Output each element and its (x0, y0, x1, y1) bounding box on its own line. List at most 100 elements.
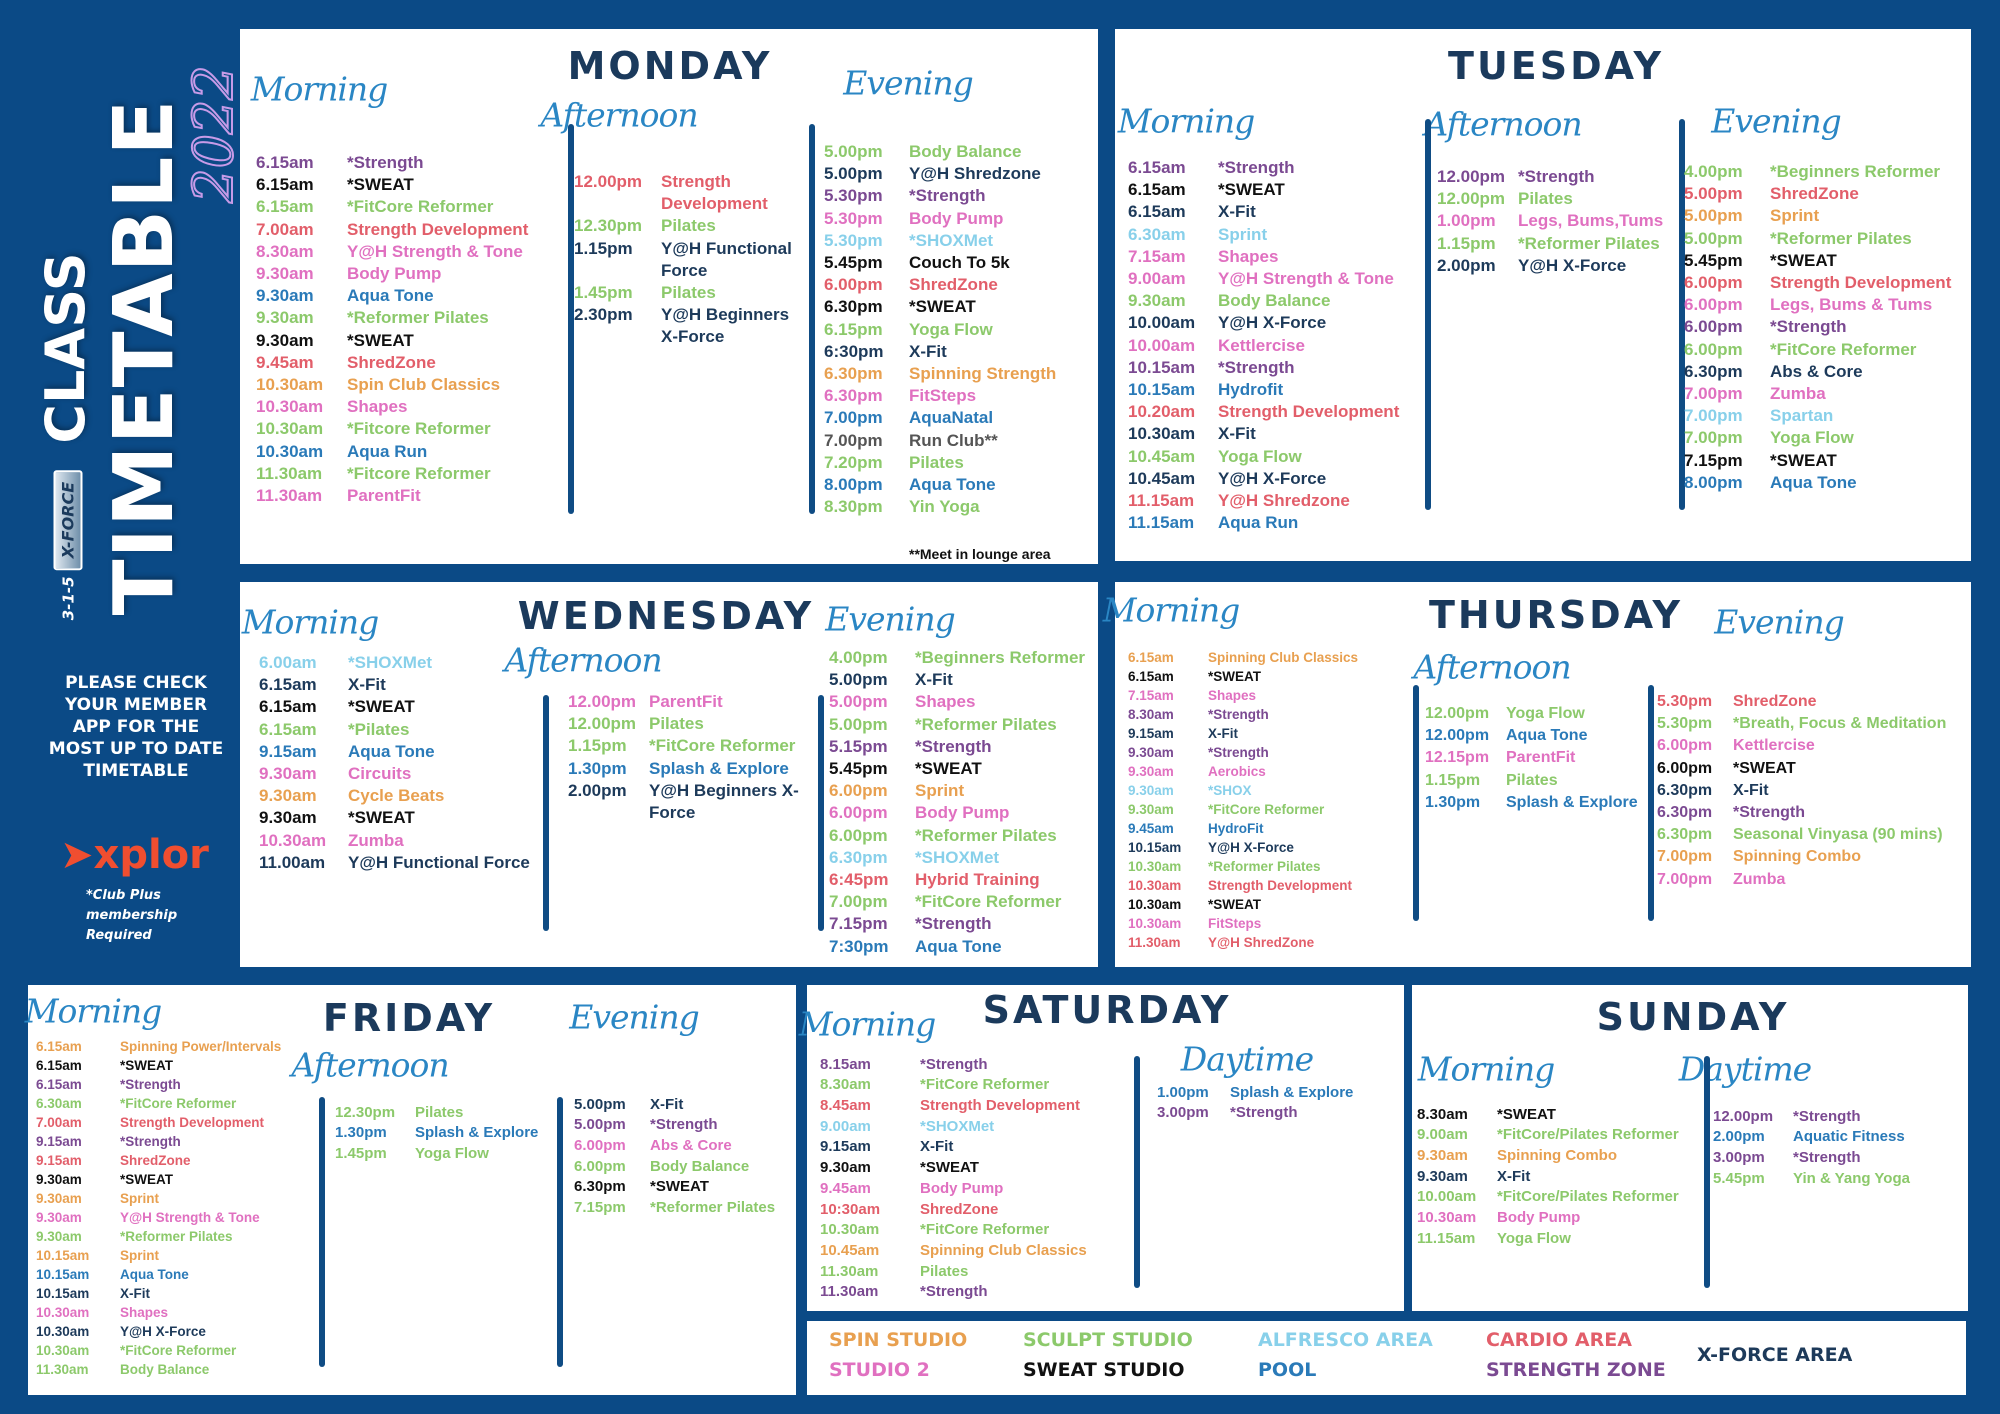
class-row[interactable]: 10.15am Aqua Tone (36, 1265, 320, 1284)
class-row[interactable]: 11.30am ParentFit (256, 485, 547, 507)
class-row[interactable]: 10.00am Kettlercise (1128, 335, 1423, 357)
class-row[interactable]: 1.15pm Pilates (1425, 770, 1656, 792)
class-row[interactable]: 7.00pm Spartan (1684, 405, 1975, 427)
class-row[interactable]: 8.00pm Aqua Tone (824, 474, 1109, 496)
class-row[interactable]: 6.15am *SWEAT (259, 696, 548, 718)
class-row[interactable]: 9.30am *Reformer Pilates (36, 1227, 320, 1246)
class-row[interactable]: 6.00am *SHOXMet (259, 652, 548, 674)
class-row[interactable]: 10.30am Body Pump (1417, 1208, 1707, 1229)
class-row[interactable]: 10.15am X-Fit (36, 1284, 320, 1303)
class-row[interactable]: 5.00pm *Reformer Pilates (829, 714, 1115, 736)
class-row[interactable]: 12.00pm *Strength (1437, 166, 1683, 188)
class-row[interactable]: 7.00pm *FitCore Reformer (829, 891, 1115, 913)
class-row[interactable]: 5.30pm *Breath, Focus & Meditation (1657, 713, 1973, 735)
class-row[interactable]: 6:45pm Hybrid Training (829, 869, 1115, 891)
class-row[interactable]: 7:30pm Aqua Tone (829, 936, 1115, 958)
class-row[interactable]: 7.15pm *Reformer Pilates (574, 1198, 820, 1219)
class-row[interactable]: 10.30am Shapes (256, 396, 547, 418)
class-row[interactable]: 9.30am *Reformer Pilates (256, 307, 547, 329)
class-row[interactable]: 10.00am *FitCore/Pilates Reformer (1417, 1187, 1707, 1208)
class-row[interactable]: 6.00pm Abs & Core (574, 1136, 820, 1157)
class-row[interactable]: 6.30am *FitCore Reformer (36, 1094, 320, 1113)
class-row[interactable]: 6.00pm *FitCore Reformer (1684, 339, 1975, 361)
class-row[interactable]: 11.30am Pilates (820, 1262, 1130, 1283)
class-row[interactable]: 9.30am Aqua Tone (256, 285, 547, 307)
class-row[interactable]: 6.15am Spinning Power/Intervals (36, 1037, 320, 1056)
class-row[interactable]: 4.00pm *Beginners Reformer (1684, 161, 1975, 183)
class-row[interactable]: 10.45am Spinning Club Classics (820, 1241, 1130, 1262)
class-row[interactable]: 5.00pm ShredZone (1684, 183, 1975, 205)
class-row[interactable]: 10.30am Strength Development (1128, 876, 1408, 895)
class-row[interactable]: 9.30am Cycle Beats (259, 785, 548, 807)
class-row[interactable]: 6.00pm *Reformer Pilates (829, 825, 1115, 847)
class-row[interactable]: 1.15pm *FitCore Reformer (568, 735, 799, 757)
class-row[interactable]: 9.15am X-Fit (1128, 724, 1408, 743)
class-row[interactable]: 9.00am *FitCore/Pilates Reformer (1417, 1125, 1707, 1146)
class-row[interactable]: 10.30am *FitCore Reformer (820, 1220, 1130, 1241)
class-row[interactable]: 6.00pm Kettlercise (1657, 735, 1973, 757)
class-row[interactable]: 5.30pm *Strength (824, 185, 1109, 207)
class-row[interactable]: 8.30am *Strength (1128, 705, 1408, 724)
class-row[interactable]: 6.15am *SWEAT (1128, 667, 1408, 686)
class-row[interactable]: 2.00pm Aquatic Fitness (1713, 1127, 1963, 1148)
class-row[interactable]: 6.00pm Body Balance (574, 1157, 820, 1178)
class-row[interactable]: 10.30am *Fitcore Reformer (256, 418, 547, 440)
class-row[interactable]: 2.00pm Y@H Beginners X-Force (568, 780, 799, 824)
class-row[interactable]: 11.15am Y@H Shredzone (1128, 490, 1423, 512)
class-row[interactable]: 5.00pm X-Fit (574, 1095, 820, 1116)
class-row[interactable]: 5.00pm Body Balance (824, 141, 1109, 163)
class-row[interactable]: 6.00pm Body Pump (829, 802, 1115, 824)
class-row[interactable]: 12.00pm ParentFit (568, 691, 799, 713)
class-row[interactable]: 6.15am X-Fit (1128, 201, 1423, 223)
class-row[interactable]: 1.15pm Y@H Functional Force (574, 238, 806, 282)
class-row[interactable]: 9.30am Spinning Combo (1417, 1146, 1707, 1167)
class-row[interactable]: 9.00am Y@H Strength & Tone (1128, 268, 1423, 290)
class-row[interactable]: 10.15am *Strength (1128, 357, 1423, 379)
class-row[interactable]: 12.00pm Yoga Flow (1425, 703, 1656, 725)
class-row[interactable]: 1.30pm Splash & Explore (1425, 792, 1656, 814)
class-row[interactable]: 1.00pm Legs, Bums,Tums (1437, 210, 1683, 232)
class-row[interactable]: 9.30am Sprint (36, 1189, 320, 1208)
class-row[interactable]: 9.15am *Strength (36, 1132, 320, 1151)
class-row[interactable]: 5.00pm Sprint (1684, 205, 1975, 227)
class-row[interactable]: 6.00pm *Strength (1684, 316, 1975, 338)
class-row[interactable]: 1.30pm Splash & Explore (335, 1123, 575, 1144)
class-row[interactable]: 10.30am FitSteps (1128, 914, 1408, 933)
class-row[interactable]: 6.00pm *SWEAT (1657, 758, 1973, 780)
class-row[interactable]: 5.00pm Y@H Shredzone (824, 163, 1109, 185)
class-row[interactable]: 9.30am *SWEAT (36, 1170, 320, 1189)
class-row[interactable]: 9.30am *SWEAT (820, 1158, 1130, 1179)
class-row[interactable]: 5.45pm *SWEAT (1684, 250, 1975, 272)
class-row[interactable]: 1.45pm Yoga Flow (335, 1144, 575, 1165)
class-row[interactable]: 10.15am Sprint (36, 1246, 320, 1265)
class-row[interactable]: 9.30am Body Balance (1128, 290, 1423, 312)
class-row[interactable]: 6.15pm Yoga Flow (824, 319, 1109, 341)
class-row[interactable]: 12.00pm *Strength (1713, 1107, 1963, 1128)
class-row[interactable]: 12.00pm Aqua Tone (1425, 725, 1656, 747)
class-row[interactable]: 9.30am Y@H Strength & Tone (36, 1208, 320, 1227)
class-row[interactable]: 5.00pm *Strength (574, 1115, 820, 1136)
class-row[interactable]: 6.15am *SWEAT (36, 1056, 320, 1075)
class-row[interactable]: 7.00pm Yoga Flow (1684, 427, 1975, 449)
class-row[interactable]: 6.15am *Strength (256, 152, 547, 174)
class-row[interactable]: 6.30pm *SWEAT (574, 1177, 820, 1198)
class-row[interactable]: 6.15am *Strength (36, 1075, 320, 1094)
class-row[interactable]: 12.00pm Pilates (1437, 188, 1683, 210)
class-row[interactable]: 8.15am *Strength (820, 1055, 1130, 1076)
class-row[interactable]: 3.00pm *Strength (1157, 1103, 1400, 1124)
class-row[interactable]: 6.30pm X-Fit (1657, 780, 1973, 802)
class-row[interactable]: 7.15am Shapes (1128, 246, 1423, 268)
class-row[interactable]: 10.30am Zumba (259, 830, 548, 852)
class-row[interactable]: 6.30pm FitSteps (824, 385, 1109, 407)
class-row[interactable]: 6.00pm Strength Development (1684, 272, 1975, 294)
class-row[interactable]: 9.30am *SWEAT (256, 330, 547, 352)
class-row[interactable]: 8.30am Y@H Strength & Tone (256, 241, 547, 263)
class-row[interactable]: 1.15pm *Reformer Pilates (1437, 233, 1683, 255)
class-row[interactable]: 4.00pm *Beginners Reformer (829, 647, 1115, 669)
class-row[interactable]: 8.30am *SWEAT (1417, 1105, 1707, 1126)
class-row[interactable]: 6.00pm ShredZone (824, 274, 1109, 296)
class-row[interactable]: 6.00pm Sprint (829, 780, 1115, 802)
class-row[interactable]: 7.00pm Zumba (1657, 869, 1973, 891)
class-row[interactable]: 5.00pm *Reformer Pilates (1684, 228, 1975, 250)
class-row[interactable]: 6.30am Sprint (1128, 224, 1423, 246)
